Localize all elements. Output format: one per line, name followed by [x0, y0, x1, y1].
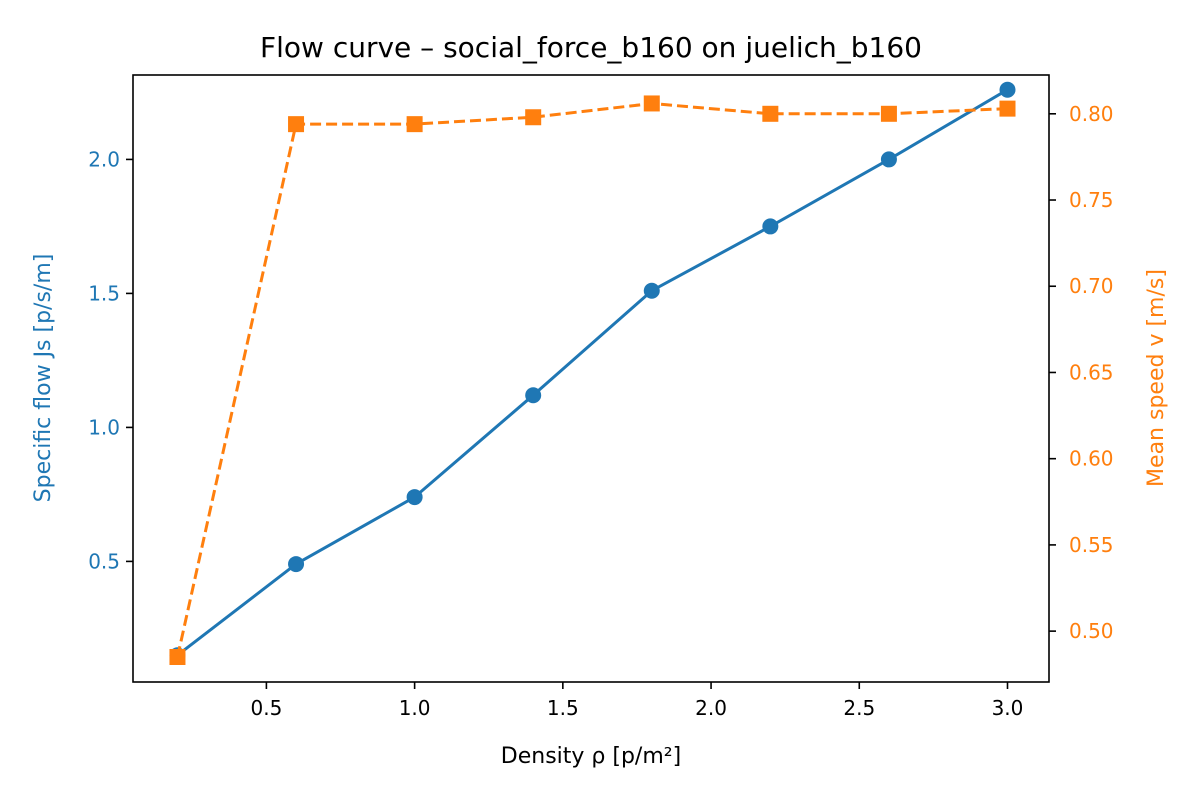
series-2-marker	[643, 95, 660, 112]
right-y-tick-label: 0.60	[1069, 447, 1114, 471]
x-tick-label: 1.0	[399, 696, 431, 720]
left-y-tick-label: 1.5	[88, 281, 120, 305]
right-y-tick-label: 0.80	[1069, 102, 1114, 126]
x-tick-label: 0.5	[250, 696, 282, 720]
x-tick-label: 2.5	[843, 696, 875, 720]
left-y-tick-label: 1.0	[88, 415, 120, 439]
series-1-marker	[999, 81, 1016, 98]
right-y-tick-label: 0.75	[1069, 188, 1114, 212]
plot-area: 0.5 1.0 1.5 2.0 2.5 3.0 0.5 1.0 1.5 2.0 0.50 0.55 0.…	[88, 74, 1114, 720]
series-1-marker	[762, 218, 779, 235]
left-y-axis-label: Specific flow Js [p/s/m]	[31, 254, 56, 503]
plot-frame	[132, 74, 1050, 683]
right-y-axis-label: Mean speed v [m/s]	[1144, 269, 1169, 487]
series-1-marker	[288, 556, 305, 573]
series-2-marker	[406, 116, 423, 133]
right-y-tick-label: 0.50	[1069, 619, 1114, 643]
series-line-1	[176, 88, 1009, 657]
x-tick-label: 3.0	[992, 696, 1024, 720]
series-2-marker	[525, 109, 542, 126]
x-axis-label: Density ρ [p/m²]	[501, 744, 681, 769]
series-line-2	[176, 102, 1008, 658]
series-2-marker	[288, 116, 305, 133]
left-y-tick-label: 0.5	[88, 549, 120, 573]
series-2-marker	[999, 100, 1016, 117]
chart-title: Flow curve – social_force_b160 on juelic…	[260, 31, 922, 64]
series-2-marker	[762, 105, 779, 122]
right-y-tick-label: 0.65	[1069, 360, 1114, 384]
right-y-tick-label: 0.55	[1069, 533, 1114, 557]
series-1-marker	[406, 489, 423, 506]
series-1-marker	[880, 151, 897, 168]
series-1-marker	[525, 387, 542, 404]
right-y-tick-label: 0.70	[1069, 274, 1114, 298]
x-tick-label: 1.5	[547, 696, 579, 720]
x-tick-label: 2.0	[695, 696, 727, 720]
left-y-tick-label: 2.0	[88, 147, 120, 171]
series-2-marker	[880, 105, 897, 122]
series-1-marker	[643, 282, 660, 299]
series-2-marker	[169, 648, 186, 665]
